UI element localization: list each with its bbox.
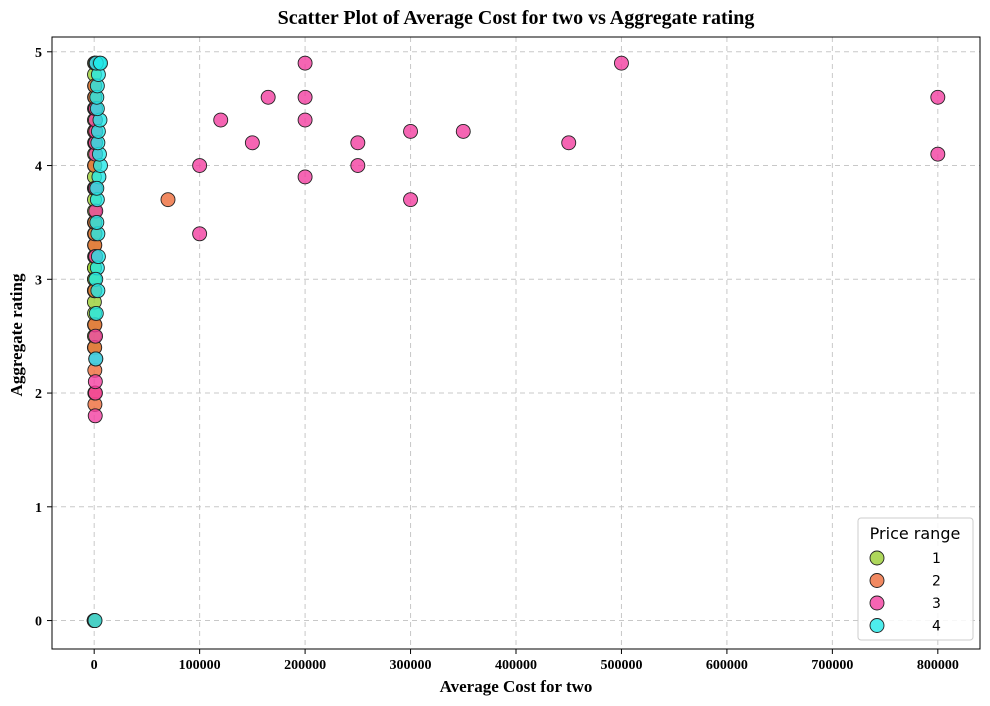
series-4	[87, 55, 108, 629]
data-point	[297, 55, 313, 71]
data-point	[87, 613, 103, 629]
data-point	[403, 192, 418, 208]
y-tick-label: 3	[35, 273, 42, 288]
y-tick-label: 0	[35, 615, 42, 630]
legend-label: 1	[932, 551, 941, 567]
y-tick-label: 5	[35, 46, 42, 61]
y-axis-label: Aggregate rating	[7, 273, 26, 396]
data-point	[350, 135, 366, 151]
legend-marker	[869, 618, 885, 633]
data-point	[88, 305, 104, 321]
data-point	[403, 123, 418, 139]
legend-box	[857, 517, 974, 641]
legend-label: 2	[932, 574, 941, 590]
data-point	[455, 123, 471, 139]
data-point	[297, 112, 313, 128]
x-axis-ticks: 0 100000 200000 300000 400000 500000 600000 700…	[91, 649, 959, 673]
chart-title: Scatter Plot of Average Cost for two vs …	[278, 7, 755, 29]
x-tick-label: 300000	[390, 658, 432, 673]
legend-items: 1 2 3 4	[869, 550, 941, 635]
data-point	[89, 214, 105, 230]
data-point	[160, 192, 176, 208]
data-point	[88, 351, 104, 367]
y-axis-ticks: 0 1 2 3 4 5	[35, 46, 52, 630]
data-point	[297, 89, 313, 105]
data-point	[192, 226, 208, 242]
legend-title: Price range	[870, 524, 961, 543]
x-axis-label: Average Cost for two	[440, 677, 593, 696]
data-point	[244, 135, 260, 151]
data-point	[89, 180, 105, 196]
data-point	[930, 146, 946, 162]
x-tick-label: 200000	[284, 658, 326, 673]
y-tick-label: 1	[35, 501, 42, 516]
data-point	[90, 249, 106, 264]
grid-lines	[52, 37, 980, 649]
data-point	[350, 158, 366, 173]
x-tick-label: 500000	[600, 658, 642, 673]
legend-label: 3	[932, 596, 941, 612]
data-point	[614, 55, 629, 71]
x-tick-label: 400000	[495, 658, 537, 673]
data-point	[930, 89, 946, 105]
data-point	[87, 374, 103, 390]
data-point	[260, 89, 276, 105]
x-tick-label: 700000	[811, 658, 853, 673]
y-tick-label: 2	[35, 387, 42, 402]
x-tick-label: 0	[91, 658, 98, 673]
data-points	[86, 55, 946, 629]
legend-label: 4	[932, 619, 941, 635]
legend: Price range 1 2 3 4	[857, 517, 974, 641]
legend-marker	[869, 573, 885, 588]
data-point	[87, 408, 103, 424]
series-3	[87, 55, 946, 424]
x-tick-label: 600000	[706, 658, 748, 673]
data-point	[297, 169, 313, 185]
legend-marker	[869, 550, 885, 566]
x-tick-label: 800000	[917, 658, 959, 673]
y-tick-label: 4	[35, 160, 42, 175]
data-point	[93, 55, 108, 71]
data-point	[90, 283, 106, 299]
x-tick-label: 100000	[179, 658, 221, 673]
data-point	[88, 328, 104, 344]
legend-marker	[869, 595, 885, 611]
data-point	[213, 112, 229, 128]
data-point	[561, 135, 577, 151]
data-point	[192, 158, 208, 173]
